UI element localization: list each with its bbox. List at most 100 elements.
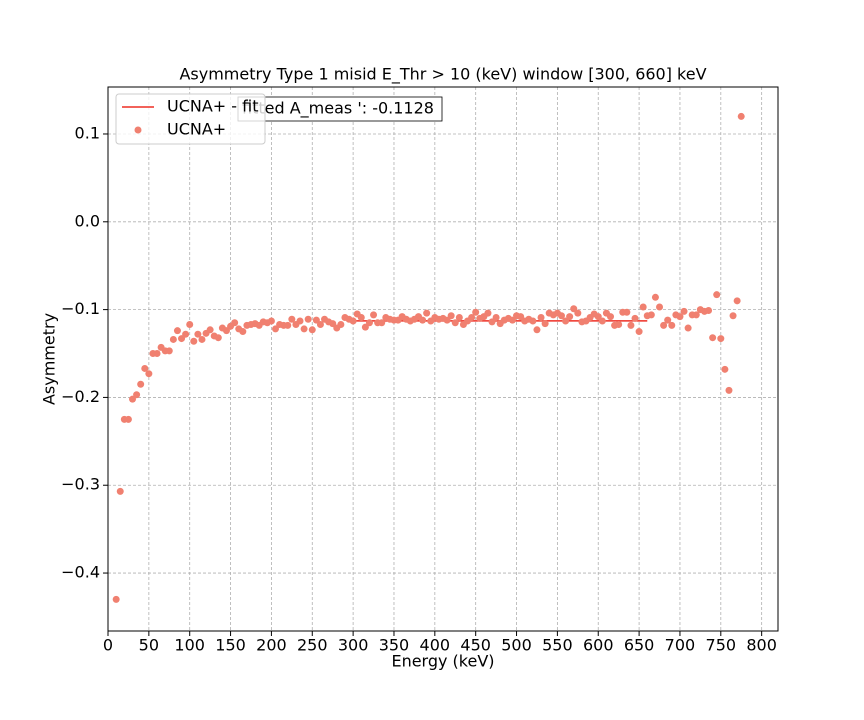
data-point	[668, 321, 676, 329]
data-point	[145, 370, 153, 378]
data-point	[361, 323, 369, 331]
x-tick-label: 0	[103, 636, 113, 655]
data-point	[137, 380, 145, 388]
data-point	[349, 317, 357, 325]
data-point	[533, 326, 541, 334]
data-point	[133, 391, 141, 399]
data-point	[656, 303, 664, 311]
data-point	[304, 315, 312, 323]
data-point	[664, 316, 672, 324]
data-point	[455, 314, 463, 322]
data-point	[651, 293, 659, 301]
data-point	[517, 313, 525, 321]
x-tick-label: 600	[583, 636, 614, 655]
x-tick-label: 400	[420, 636, 451, 655]
data-point	[737, 112, 745, 120]
data-point	[308, 326, 316, 334]
data-point	[615, 321, 623, 329]
data-point	[423, 309, 431, 317]
data-point	[447, 312, 455, 320]
x-tick-label: 550	[542, 636, 573, 655]
data-point	[182, 330, 190, 338]
data-point	[329, 320, 337, 328]
data-point	[729, 312, 737, 320]
data-point	[566, 313, 574, 321]
data-point	[705, 306, 713, 314]
data-point	[316, 321, 324, 329]
chart-title: Asymmetry Type 1 misid E_Thr > 10 (keV) …	[179, 65, 706, 85]
y-tick-label: −0.2	[61, 387, 100, 406]
data-point	[231, 319, 239, 327]
y-tick-label: −0.3	[61, 475, 100, 494]
data-point	[198, 335, 206, 343]
data-point	[488, 318, 496, 326]
data-point	[153, 350, 161, 358]
data-point	[680, 307, 688, 315]
data-point	[186, 321, 194, 329]
y-tick-label: 0.1	[75, 123, 100, 142]
x-tick-label: 700	[665, 636, 696, 655]
data-point	[594, 313, 602, 321]
data-point	[222, 327, 230, 335]
data-point	[660, 321, 668, 329]
data-point	[631, 314, 639, 322]
data-point	[635, 328, 643, 336]
data-point	[288, 315, 296, 323]
data-point	[312, 316, 320, 324]
data-point	[709, 334, 717, 342]
data-point	[676, 313, 684, 321]
x-tick-label: 50	[139, 636, 159, 655]
y-tick-label: −0.4	[61, 563, 100, 582]
data-point	[124, 415, 132, 423]
data-point	[529, 317, 537, 325]
data-point	[141, 364, 149, 372]
data-point	[684, 324, 692, 332]
data-point	[419, 316, 427, 324]
data-point	[165, 347, 173, 355]
data-point	[721, 365, 729, 373]
x-tick-label: 650	[624, 636, 655, 655]
data-point	[562, 317, 570, 325]
data-point	[267, 317, 275, 325]
data-point	[451, 319, 459, 327]
x-tick-label: 750	[706, 636, 737, 655]
data-point	[733, 297, 741, 305]
data-point	[178, 335, 186, 343]
legend-label: UCNA+	[167, 120, 226, 139]
data-point	[357, 314, 365, 322]
data-point	[129, 395, 137, 403]
data-point	[574, 309, 582, 317]
data-point	[214, 334, 222, 342]
data-point	[647, 311, 655, 319]
data-point	[370, 311, 378, 319]
data-point	[337, 321, 345, 329]
legend-label: UCNA+ - fit	[167, 97, 259, 116]
data-point	[557, 312, 565, 320]
data-point	[284, 321, 292, 329]
data-point	[598, 317, 606, 325]
data-point	[713, 291, 721, 299]
annotation: fitted A_meas ': -0.1128	[242, 99, 434, 119]
data-point	[378, 319, 386, 327]
x-tick-label: 200	[256, 636, 287, 655]
y-axis-label: Asymmetry	[40, 313, 59, 405]
data-point	[570, 305, 578, 313]
data-point	[492, 314, 500, 322]
data-point	[206, 326, 214, 334]
x-tick-label: 300	[338, 636, 369, 655]
data-point	[537, 314, 545, 322]
data-point	[272, 325, 279, 333]
data-point	[296, 317, 304, 325]
data-point	[116, 487, 124, 495]
data-point	[239, 328, 247, 336]
data-point	[627, 321, 635, 329]
data-point	[173, 327, 181, 335]
data-point	[692, 311, 700, 319]
data-point	[725, 386, 733, 394]
axes-frame	[107, 86, 779, 632]
x-tick-label: 250	[297, 636, 328, 655]
data-point	[300, 325, 308, 333]
x-tick-label: 500	[501, 636, 532, 655]
data-point	[169, 335, 177, 343]
